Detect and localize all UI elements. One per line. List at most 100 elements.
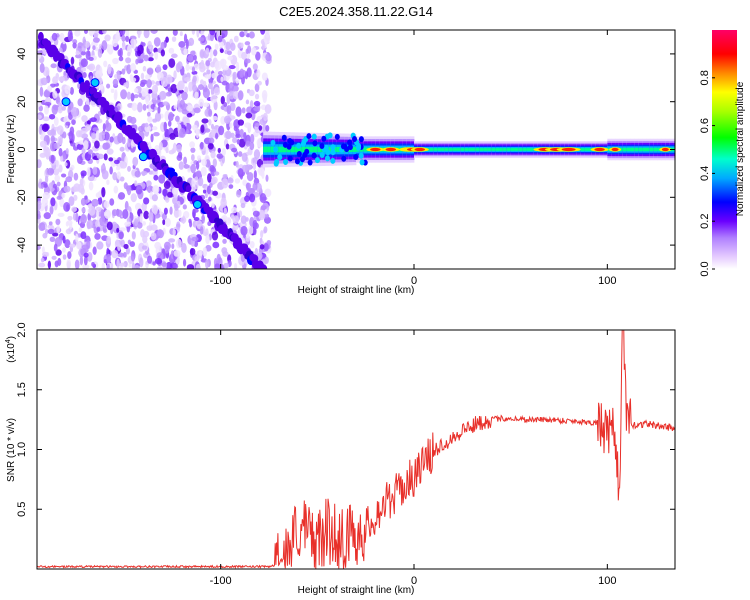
spectrogram-band-cell bbox=[464, 148, 469, 151]
spectrogram-noise-cell bbox=[255, 51, 261, 61]
spectrogram-noise-cell bbox=[134, 170, 141, 178]
spectrogram-noise-cell bbox=[195, 170, 202, 178]
spectrogram-band-cell bbox=[456, 148, 461, 151]
spectrogram-noise-cell bbox=[150, 232, 157, 241]
spectrogram-noise-cell bbox=[67, 251, 72, 260]
spectrogram-noise-cell bbox=[64, 85, 71, 95]
spectrogram-band-cell bbox=[634, 147, 639, 152]
spectrogram-noise-cell bbox=[91, 198, 99, 207]
spectrogram-noise-cell bbox=[101, 187, 106, 198]
spectrogram-band-blob bbox=[330, 149, 336, 156]
spectrogram-noise-cell bbox=[75, 233, 79, 243]
spectrogram-noise-cell bbox=[95, 192, 102, 198]
spectrogram-noise-cell bbox=[171, 53, 178, 59]
spectrogram-noise-cell bbox=[252, 227, 257, 236]
spectrogram-noise-cell bbox=[88, 181, 94, 191]
spectrogram-noise-cell bbox=[221, 215, 228, 221]
spectrogram-noise-cell bbox=[153, 131, 160, 137]
spectrogram-noise-cell bbox=[53, 243, 58, 252]
spectrogram-band-blob bbox=[273, 160, 279, 167]
spectrogram-band-blob bbox=[281, 134, 287, 141]
spectrogram-band-cell bbox=[290, 146, 295, 153]
spectrogram-noise-cell bbox=[162, 188, 168, 197]
spectrogram-noise-cell bbox=[142, 221, 147, 226]
spectrogram-noise-cell bbox=[147, 89, 153, 94]
spectrogram-noise-cell bbox=[188, 37, 195, 46]
spectrogram-band-blob bbox=[296, 142, 302, 149]
spectrogram-band-cell bbox=[483, 148, 488, 151]
spectrogram-noise-cell bbox=[198, 63, 205, 68]
spectrogram-band-peak bbox=[385, 147, 397, 152]
spectrogram-noise-cell bbox=[202, 246, 208, 257]
spectrogram-noise-cell bbox=[122, 251, 127, 258]
spectrogram-noise-cell bbox=[210, 150, 216, 159]
spectrogram-noise-cell bbox=[176, 144, 182, 153]
spectrogram-noise-cell bbox=[206, 69, 211, 75]
spectrogram-noise-cell bbox=[106, 148, 114, 155]
spectrogram-noise-cell bbox=[150, 133, 154, 143]
spectrogram-noise-cell bbox=[133, 265, 141, 269]
spectrogram-noise-cell bbox=[105, 122, 112, 132]
spectrogram-noise-cell bbox=[144, 122, 149, 128]
spectrogram-noise-cell bbox=[123, 243, 129, 250]
spectrogram-noise-cell bbox=[264, 188, 272, 198]
snr-frame bbox=[36, 329, 676, 570]
spectrogram-band-cell bbox=[437, 148, 442, 151]
spectrogram-noise-cell bbox=[164, 245, 170, 254]
spectrogram-noise-cell bbox=[228, 184, 234, 189]
spectrogram-noise-cell bbox=[192, 208, 199, 213]
spectrogram-noise-cell bbox=[178, 161, 184, 170]
spectrogram-noise-cell bbox=[70, 186, 78, 193]
spectrogram-noise-cell bbox=[221, 30, 228, 38]
spectrogram-noise-cell bbox=[121, 68, 126, 75]
spectrogram-band-cell bbox=[352, 146, 357, 153]
spectrogram-noise-cell bbox=[158, 174, 166, 184]
spectrogram-noise-cell bbox=[246, 67, 252, 78]
spectrogram-noise-cell bbox=[147, 57, 154, 62]
spectrogram-band-cell bbox=[441, 148, 446, 151]
spectrogram-noise-cell bbox=[40, 184, 44, 190]
spectrogram-noise-cell bbox=[208, 118, 212, 126]
spectrogram-noise-cell bbox=[179, 127, 186, 138]
spectrogram-noise-cell bbox=[81, 244, 90, 250]
spectrogram-noise-cell bbox=[81, 115, 88, 123]
spectrogram-noise-cell bbox=[244, 58, 251, 64]
spectrogram-noise-cell bbox=[222, 69, 227, 76]
spectrogram-noise-cell bbox=[245, 217, 249, 222]
snr-axes: -100 0 100 0.5 1.0 1.5 2.0 bbox=[16, 322, 675, 587]
spectrogram-noise-cell bbox=[178, 209, 182, 218]
spectrogram-noise-cell bbox=[161, 213, 167, 221]
spectrogram-noise-cell bbox=[64, 162, 68, 167]
spectrogram-noise-cell bbox=[47, 260, 52, 269]
spectrogram-noise-cell bbox=[147, 68, 154, 75]
spectrogram-noise-cell bbox=[228, 64, 236, 70]
spectrogram-band-cell bbox=[301, 146, 307, 153]
spectrogram-noise-cell bbox=[189, 220, 193, 228]
spectrogram-noise-cell bbox=[49, 141, 56, 152]
spectrogram-noise-cell bbox=[57, 257, 62, 266]
spectrogram-noise-cell bbox=[90, 132, 97, 140]
spectrogram-noise-cell bbox=[56, 195, 62, 200]
snr-x-tick-label: 100 bbox=[598, 575, 616, 587]
spectrogram-band-blob bbox=[306, 133, 312, 140]
spectrogram-band-cell bbox=[588, 148, 593, 151]
spectrogram-noise-cell bbox=[81, 45, 86, 52]
spectrogram-noise-cell bbox=[130, 77, 137, 83]
spectrogram-noise-cell bbox=[37, 203, 42, 211]
spectrogram-noise-cell bbox=[252, 210, 260, 217]
spectrogram-noise-cell bbox=[113, 159, 120, 165]
spectrogram-noise-cell bbox=[154, 106, 158, 111]
spectrogram-band-blob bbox=[319, 143, 325, 150]
spectrogram-noise-cell bbox=[168, 58, 176, 68]
spectrogram-noise-cell bbox=[152, 185, 160, 194]
spectrogram-noise-cell bbox=[184, 77, 191, 82]
spectrogram-noise-cell bbox=[241, 51, 248, 60]
colorbar-tick-label: 0.4 bbox=[699, 166, 711, 181]
spectrogram-noise-cell bbox=[213, 171, 220, 176]
spectrogram-noise-cell bbox=[41, 197, 49, 207]
spectrogram-noise-cell bbox=[92, 246, 97, 255]
colorbar-tick-label: 0.0 bbox=[699, 261, 711, 276]
spectrogram-band-peak bbox=[661, 147, 669, 152]
spectrogram-noise-cell bbox=[227, 177, 234, 184]
spectrogram-noise-cell bbox=[183, 48, 188, 56]
